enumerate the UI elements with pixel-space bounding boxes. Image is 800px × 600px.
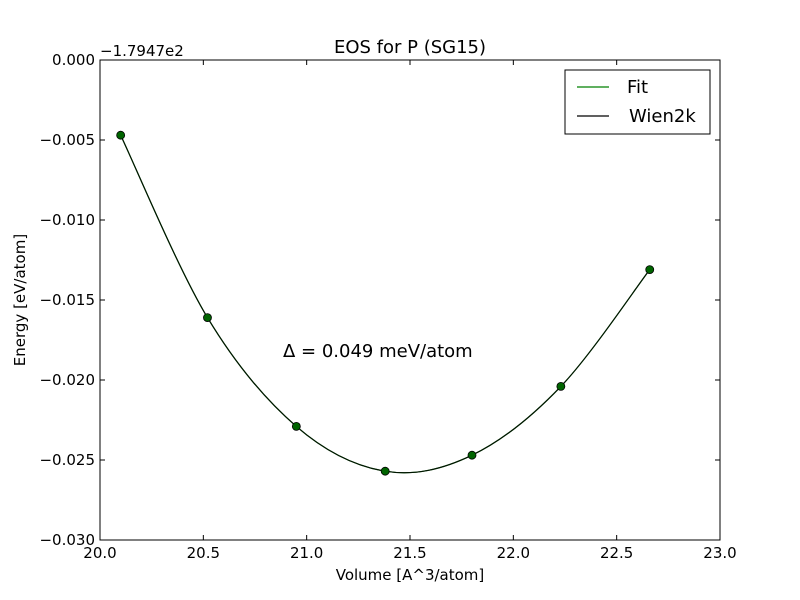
x-tick-label: 23.0: [703, 544, 736, 562]
data-point: [645, 265, 655, 275]
data-point: [380, 466, 390, 476]
legend-label-wien2k: Wien2k: [629, 106, 696, 127]
x-tick-label: 21.5: [393, 544, 426, 562]
y-tick-label: 0.000: [52, 51, 95, 69]
x-tick-labels: 20.0 20.5 21.0 21.5 22.0 22.5 23.0: [83, 544, 736, 562]
y-tick-label: −0.020: [39, 371, 95, 389]
y-tick-label: −0.030: [39, 531, 95, 549]
legend-label-fit: Fit: [627, 77, 648, 98]
x-tick-label: 22.5: [600, 544, 633, 562]
ticks: [99, 59, 721, 541]
chart-title: EOS for P (SG15): [334, 37, 486, 58]
y-tick-label: −0.015: [39, 291, 95, 309]
x-axis-title: Volume [A^3/atom]: [336, 566, 485, 584]
x-tick-label: 21.0: [290, 544, 323, 562]
data-point: [203, 313, 212, 323]
y-offset-label: −1.7947e2: [100, 42, 184, 60]
delta-annotation: Δ = 0.049 meV/atom: [283, 341, 473, 362]
legend: Fit Wien2k: [564, 69, 711, 135]
legend-box: [564, 69, 711, 135]
y-tick-label: −0.025: [39, 451, 95, 469]
data-point: [467, 450, 477, 460]
y-tick-labels: 0.000 −0.005 −0.010 −0.015 −0.020 −0.025 −0.03…: [39, 51, 95, 549]
data-point: [116, 130, 126, 140]
y-axis-title: Energy [eV/atom]: [11, 234, 29, 366]
x-tick-label: 20.5: [187, 544, 220, 562]
x-tick-label: 20.0: [83, 544, 116, 562]
curves: [120, 134, 651, 474]
wien2k-curve: [120, 134, 651, 474]
x-tick-label: 22.0: [497, 544, 530, 562]
y-tick-label: −0.010: [39, 211, 95, 229]
data-point: [556, 381, 566, 391]
y-tick-label: −0.005: [39, 131, 95, 149]
data-points: [116, 130, 655, 476]
data-point: [291, 421, 301, 431]
